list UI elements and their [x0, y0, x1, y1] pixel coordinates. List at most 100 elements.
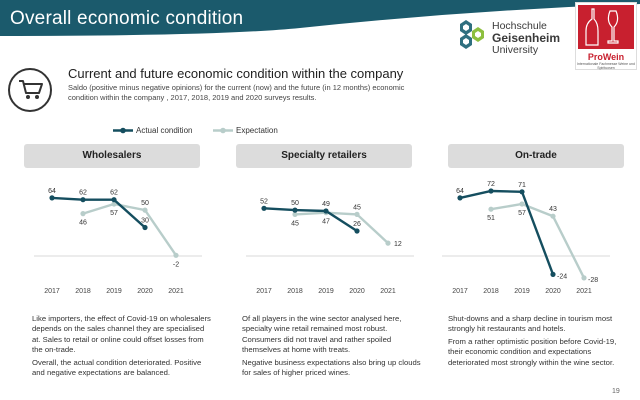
line-chart-specialty-retailers: 2017 2018 2019 2020 2021 45 47 45 12 52 50 49 26	[246, 198, 414, 295]
data-point-actual	[49, 195, 55, 201]
data-label-actual: 62	[79, 190, 87, 197]
data-point-actual	[519, 189, 525, 195]
series-line-actual	[263, 207, 358, 233]
data-point-expectation	[142, 207, 148, 213]
data-point-expectation	[581, 275, 587, 281]
line-chart-on-trade: 2017 2018 2019 2020 2021 51 57 43 -28 64 72 71 -24	[442, 181, 610, 295]
x-tick-label: 2017	[44, 288, 60, 295]
section-title: Current and future economic condition wi…	[68, 66, 404, 81]
data-label-actual: 64	[456, 188, 464, 195]
data-point-expectation	[385, 240, 391, 246]
chart-on-trade: 2017 2018 2019 2020 2021 51 57 43 -28 64 72 71 -24	[438, 176, 614, 304]
data-label-expectation: 57	[518, 210, 526, 217]
paragraph: Shut-downs and a sharp decline in touris…	[448, 314, 613, 334]
series-line-expectation	[294, 211, 389, 244]
slide-title: Overall economic condition	[10, 8, 244, 29]
section-subtitle: Saldo (positive minus negative opinions)…	[68, 83, 405, 102]
data-label-actual: 72	[487, 181, 495, 188]
x-tick-label: 2017	[452, 288, 468, 295]
legend-actual-label: Actual condition	[136, 126, 193, 135]
data-label-expectation: 50	[141, 200, 149, 207]
data-label-expectation: 45	[291, 220, 299, 227]
data-point-actual	[488, 188, 494, 194]
logo-text-line2: Geisenheim	[492, 31, 561, 45]
data-point-actual	[142, 224, 148, 231]
data-point-actual	[323, 208, 329, 214]
x-tick-label: 2018	[75, 288, 91, 295]
prowein-tagline: Internationale Fachmesse Weine und Spiri…	[577, 62, 635, 70]
x-tick-label: 2019	[514, 288, 530, 295]
data-point-expectation	[550, 213, 556, 219]
page-number: 19	[612, 388, 620, 395]
header-bar-shape	[0, 0, 640, 36]
x-tick-label: 2021	[576, 288, 592, 295]
prowein-name: ProWein	[587, 52, 625, 62]
data-label-actual: 26	[353, 221, 361, 228]
x-tick-label: 2021	[168, 288, 184, 295]
chart-specialty-retailers: 2017 2018 2019 2020 2021 45 47 45 12 52 50 49 26	[242, 176, 418, 304]
data-label-expectation: 43	[549, 206, 557, 213]
panel-header-on-trade: On-trade	[448, 144, 624, 168]
header-bar: Overall economic condition	[0, 0, 640, 36]
data-label-expectation: 12	[394, 241, 402, 248]
data-label-actual: -24	[557, 273, 567, 280]
data-label-actual: 52	[260, 198, 268, 205]
paragraph: Overall, the actual condition deteriorat…	[32, 357, 202, 378]
logo-text-line1: Hochschule	[492, 20, 547, 32]
paragraph: Of all players in the wine sector analys…	[242, 314, 402, 355]
wine-bottle-icon	[585, 8, 619, 46]
data-point-expectation	[519, 201, 525, 207]
data-label-expectation: 47	[322, 219, 330, 226]
data-point-expectation	[111, 201, 117, 207]
data-point-expectation	[354, 211, 360, 217]
data-point-actual	[111, 197, 117, 203]
x-tick-label: 2020	[137, 288, 153, 295]
x-tick-label: 2021	[380, 288, 396, 295]
x-tick-label: 2018	[483, 288, 499, 295]
prowein-red-box	[578, 5, 634, 49]
series-line-expectation	[82, 202, 177, 256]
data-label-expectation: 45	[353, 204, 361, 211]
chart-wholesalers: 2017 2018 2019 2020 2021 46 57 50 -2 64 62 62 30	[30, 176, 206, 304]
data-label-actual: 64	[48, 188, 56, 195]
data-label-actual: 50	[291, 200, 299, 207]
data-label-expectation: 51	[487, 215, 495, 222]
data-point-expectation	[80, 211, 86, 217]
data-point-actual	[550, 271, 556, 277]
hochschule-geisenheim-logo: Hochschule Geisenheim University	[452, 16, 572, 64]
series-line-expectation	[490, 202, 586, 279]
data-label-actual: 30	[141, 218, 149, 225]
x-tick-label: 2018	[287, 288, 303, 295]
data-point-actual	[292, 207, 298, 213]
line-chart-wholesalers: 2017 2018 2019 2020 2021 46 57 50 -2 64 62 62 30	[34, 188, 202, 295]
x-tick-label: 2019	[106, 288, 122, 295]
data-label-actual: 71	[518, 182, 526, 189]
data-point-actual	[80, 197, 86, 203]
series-line-actual	[51, 196, 146, 229]
hexagon-logo-icon	[460, 20, 484, 49]
paragraph: Like importers, the effect of Covid-19 o…	[32, 314, 211, 355]
data-label-actual: 62	[110, 190, 118, 197]
data-label-expectation: 46	[79, 220, 87, 227]
data-point-expectation	[292, 211, 298, 217]
logo-text-line3: University	[492, 44, 539, 56]
x-tick-label: 2019	[318, 288, 334, 295]
data-label-actual: 49	[322, 201, 330, 208]
x-tick-label: 2020	[545, 288, 561, 295]
legend-expectation-label: Expectation	[236, 126, 278, 135]
panel-text-on-trade: Shut-downs and a sharp decline in touris…	[448, 314, 628, 370]
data-label-expectation: -28	[588, 277, 598, 284]
panel-header-specialty-retailers: Specialty retailers	[236, 144, 412, 168]
series-line-actual	[459, 189, 555, 275]
paragraph: From a rather optimistic position before…	[448, 336, 617, 367]
panel-header-wholesalers: Wholesalers	[24, 144, 200, 168]
data-label-expectation: -2	[173, 261, 179, 268]
panel-text-wholesalers: Like importers, the effect of Covid-19 o…	[32, 314, 212, 380]
data-point-actual	[457, 195, 463, 201]
data-point-actual	[354, 228, 360, 234]
data-point-expectation	[488, 206, 494, 212]
x-tick-label: 2020	[349, 288, 365, 295]
data-point-expectation	[173, 252, 179, 258]
data-point-actual	[261, 205, 267, 211]
shopping-cart-icon	[8, 68, 52, 112]
